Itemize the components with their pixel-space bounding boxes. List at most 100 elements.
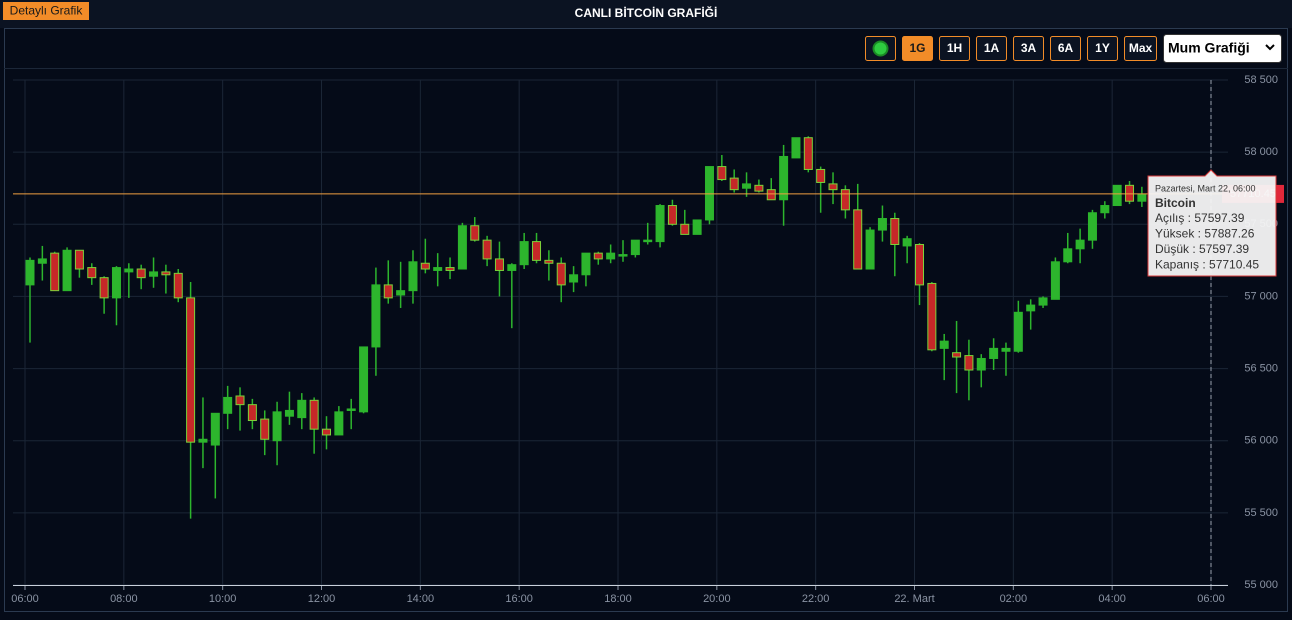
y-tick-label: 56 500: [1244, 362, 1278, 374]
range-button[interactable]: [939, 36, 970, 61]
live-dot: [872, 40, 889, 57]
candle-body: [470, 225, 480, 241]
candle-body: [680, 223, 690, 235]
candle-body: [433, 267, 443, 271]
y-tick-label: 56 000: [1244, 435, 1278, 447]
tooltip-date: Pazartesi, Mart 22, 06:00: [1155, 183, 1256, 193]
candle-body: [223, 396, 233, 414]
candle-body: [383, 284, 393, 299]
candle-body: [161, 271, 171, 276]
range-button-label[interactable]: 1A: [984, 41, 1000, 55]
x-tick-label: 20:00: [703, 593, 731, 605]
candle-body: [581, 252, 591, 276]
candle-body: [396, 290, 406, 296]
candle-body: [1001, 347, 1011, 352]
x-tick-label: 18:00: [604, 593, 632, 605]
tooltip-row: Kapanış : 57710.45: [1155, 258, 1259, 272]
candle-body: [816, 168, 826, 183]
range-button[interactable]: [1050, 36, 1081, 61]
candle-body: [507, 264, 517, 271]
candle-body: [99, 277, 109, 299]
candle-body: [272, 411, 282, 442]
candle-body: [976, 357, 986, 371]
candle-body: [754, 184, 764, 192]
candle-body: [853, 209, 863, 270]
candle-body: [1038, 297, 1048, 306]
candle-body: [25, 259, 35, 286]
candle-body: [556, 262, 566, 286]
candle-body: [704, 166, 714, 221]
chart-title: CANLI BİTCOİN GRAFİĞİ: [575, 5, 718, 20]
range-button[interactable]: [1087, 36, 1118, 61]
candle-body: [593, 252, 603, 260]
candle-body: [952, 352, 962, 358]
range-button[interactable]: [902, 36, 933, 61]
x-tick-label: 06:00: [11, 593, 39, 605]
candle-body: [445, 267, 455, 271]
candle-body: [569, 274, 579, 283]
tooltip-row: Açılış : 57597.39: [1155, 211, 1245, 225]
tag[interactable]: Detaylı Grafik: [10, 4, 84, 18]
candle-body: [989, 347, 999, 359]
candle-body: [519, 241, 529, 266]
candle-body: [1050, 261, 1060, 300]
top-bar: [0, 0, 1292, 28]
candle-body: [643, 239, 653, 243]
candle-body: [779, 155, 789, 201]
candle-body: [297, 399, 307, 419]
y-tick-label: 58 500: [1244, 74, 1278, 86]
candle-body: [420, 262, 430, 270]
candle-body: [309, 399, 319, 430]
x-tick-label: 22. Mart: [894, 593, 934, 605]
range-button-label[interactable]: 3A: [1021, 41, 1037, 55]
range-button-label[interactable]: 1G: [909, 41, 925, 55]
candle-body: [260, 418, 270, 440]
range-button[interactable]: [1124, 36, 1157, 61]
candle-body: [1087, 212, 1097, 241]
candle-body: [173, 272, 183, 299]
candle-body: [111, 267, 121, 299]
x-tick-label: 10:00: [209, 593, 237, 605]
candle-body: [939, 340, 949, 349]
range-button-label[interactable]: Max: [1129, 41, 1153, 55]
range-button[interactable]: [1013, 36, 1044, 61]
candle-body: [408, 261, 418, 292]
select-text[interactable]: Mum Grafiği: [1168, 40, 1250, 56]
candle-body: [334, 411, 344, 436]
candle-body: [766, 189, 776, 201]
tooltip-row: Düşük : 57597.39: [1155, 242, 1249, 256]
candle-body: [692, 219, 702, 235]
candle-body: [346, 408, 356, 411]
candle-body: [1026, 304, 1036, 312]
range-button-label[interactable]: 1H: [947, 41, 962, 55]
candle-body: [37, 258, 47, 264]
candle-body: [322, 428, 331, 436]
candle-body: [717, 166, 727, 181]
select-arrow: [1265, 44, 1275, 51]
chart-type-select[interactable]: [1163, 34, 1282, 63]
candle-body: [877, 218, 887, 231]
tooltip-box: [1147, 169, 1277, 277]
y-tick-label: 55 000: [1244, 579, 1278, 591]
candle-body: [667, 205, 677, 225]
candle-body: [149, 271, 159, 277]
range-button[interactable]: [976, 36, 1007, 61]
x-tick-label: 12:00: [308, 593, 336, 605]
candle-body: [50, 252, 60, 292]
candle-body: [482, 239, 492, 260]
range-button-label[interactable]: 1Y: [1095, 41, 1110, 55]
x-tick-label: 14:00: [407, 593, 435, 605]
candle-body: [457, 225, 467, 270]
candle-body: [235, 395, 245, 406]
candle-body: [186, 297, 196, 443]
candle-body: [544, 259, 554, 264]
candle-body: [865, 229, 875, 270]
range-button-label[interactable]: 6A: [1058, 41, 1074, 55]
y-tick-label: 57 000: [1244, 290, 1278, 302]
candle-body: [87, 267, 97, 279]
tag-box[interactable]: [3, 2, 89, 20]
candle-body: [210, 412, 220, 446]
